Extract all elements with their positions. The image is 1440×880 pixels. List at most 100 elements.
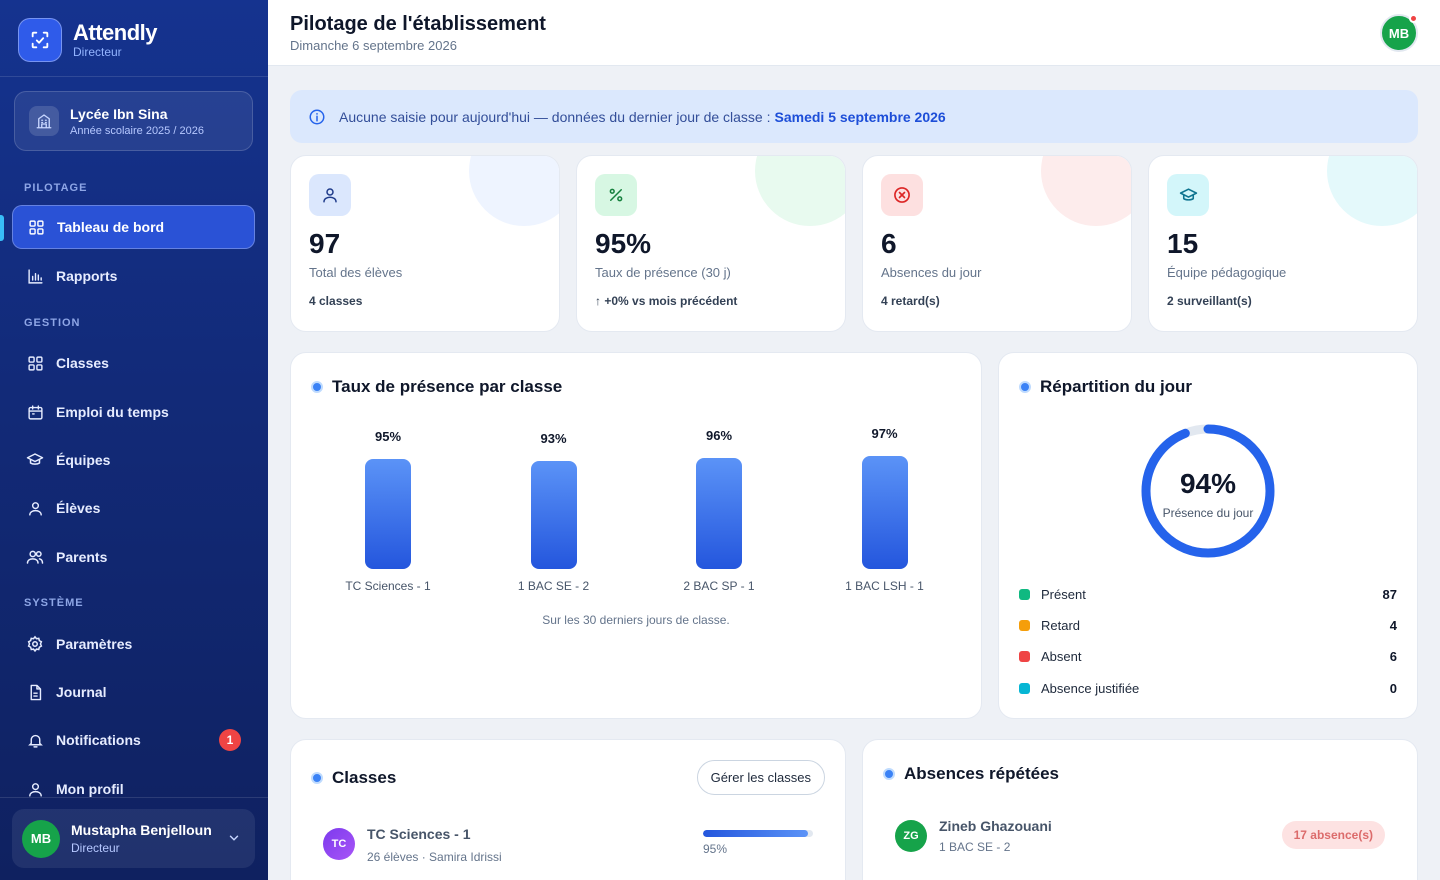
percent-icon [595, 174, 637, 216]
card-decoration [755, 156, 845, 226]
stat-subtext: 2 surveillant(s) [1167, 294, 1252, 308]
graduation-cap-icon [26, 451, 44, 469]
sidebar-item-label: Mon profil [56, 781, 124, 797]
bar-category-label: TC Sciences - 1 [345, 579, 431, 593]
stat-value: 95% [595, 228, 652, 259]
sidebar-item-parametres[interactable]: Paramètres [12, 622, 255, 666]
bell-icon [26, 731, 44, 749]
donut-arc [1141, 424, 1275, 558]
user-icon [26, 499, 44, 517]
info-icon [308, 108, 326, 126]
sidebar-item-label: Tableau de bord [57, 219, 165, 235]
legend-label: Absent [1041, 648, 1082, 664]
legend-value: 6 [1389, 648, 1397, 664]
classes-title: Classes [332, 768, 397, 787]
legend-swatch [1019, 682, 1030, 694]
title-dot [1019, 381, 1031, 393]
sidebar: Attendly Directeur Lycée Ibn Sina Année … [0, 0, 268, 880]
card-title: Répartition du jour [1019, 377, 1192, 397]
stat-card-equipe[interactable]: 15 Équipe pédagogique 2 surveillant(s) [1148, 155, 1418, 332]
legend-label: Retard [1041, 617, 1081, 633]
sidebar-item-label: Parents [56, 549, 108, 565]
bar[interactable] [530, 461, 577, 569]
bar-category-label: 1 BAC SE - 2 [517, 579, 590, 593]
chevron-down-icon [227, 831, 241, 850]
page-title: Pilotage de l'établissement [290, 13, 546, 35]
sidebar-item-eleves[interactable]: Élèves [12, 486, 255, 530]
school-card[interactable]: Lycée Ibn Sina Année scolaire 2025 / 202… [14, 91, 253, 151]
sidebar-item-notifications[interactable]: Notifications 1 [12, 718, 255, 762]
grid-icon [27, 218, 45, 236]
stat-subtext: 4 classes [309, 294, 363, 308]
stat-card-eleves[interactable]: 97 Total des élèves 4 classes [290, 155, 560, 332]
info-banner-text: Aucune saisie pour aujourd'hui — données… [339, 108, 771, 125]
sidebar-divider [0, 76, 268, 77]
title-dot [883, 768, 895, 780]
legend-value: 87 [1382, 586, 1397, 602]
stat-value: 6 [881, 228, 897, 259]
sidebar-item-parents[interactable]: Parents [12, 535, 255, 579]
bar[interactable] [861, 456, 908, 569]
legend-swatch [1019, 588, 1030, 600]
presence-chart-title: Taux de présence par classe [332, 377, 563, 396]
sidebar-item-label: Classes [56, 355, 109, 371]
bar-value-label: 95% [374, 428, 402, 444]
stat-card-absences[interactable]: 6 Absences du jour 4 retard(s) [862, 155, 1132, 332]
sidebar-item-label: Rapports [56, 268, 118, 284]
legend-row: Absence justifiée 0 [1019, 678, 1397, 698]
repartition-card: Répartition du jour 94% Présence du jour… [998, 352, 1418, 719]
stat-subtext: ↑ +0% vs mois précédent [595, 294, 738, 308]
user-icon [26, 780, 44, 798]
stat-label: Total des élèves [309, 265, 403, 280]
brand[interactable]: Attendly Directeur [18, 18, 158, 62]
bar-category-label: 2 BAC SP - 1 [683, 579, 755, 593]
info-banner-date: Samedi 5 septembre 2026 [774, 108, 946, 125]
card-title: Classes [311, 768, 396, 788]
sidebar-item-rapports[interactable]: Rapports [12, 254, 255, 298]
legend-row: Absent 6 [1019, 646, 1397, 666]
bar[interactable] [365, 458, 411, 569]
card-decoration [1327, 156, 1417, 226]
bar-category-label: 1 BAC LSH - 1 [845, 579, 924, 593]
bar-value-label: 97% [871, 426, 898, 442]
graduation-cap-icon [1167, 174, 1209, 216]
title-dot [311, 772, 323, 784]
notification-badge: 1 [219, 729, 241, 751]
user-name: Mustapha Benjelloun [71, 822, 212, 838]
sidebar-item-label: Emploi du temps [56, 404, 169, 420]
section-systeme: SYSTÈME [24, 597, 84, 609]
x-circle-icon [881, 174, 923, 216]
student-avatar: ZG [895, 820, 927, 852]
sidebar-item-equipes[interactable]: Équipes [12, 438, 255, 482]
brand-role: Directeur [73, 44, 122, 59]
presence-donut [1141, 424, 1275, 558]
sidebar-item-classes[interactable]: Classes [12, 341, 255, 385]
manage-classes-button[interactable]: Gérer les classes [696, 760, 825, 795]
stat-card-presence[interactable]: 95% Taux de présence (30 j) ↑ +0% vs moi… [576, 155, 846, 332]
building-icon [29, 106, 59, 136]
user-role: Directeur [71, 841, 120, 855]
user-menu[interactable]: MB Mustapha Benjelloun Directeur [12, 809, 255, 868]
sidebar-item-emploi-du-temps[interactable]: Emploi du temps [12, 390, 255, 434]
section-gestion: GESTION [24, 317, 81, 329]
sidebar-item-journal[interactable]: Journal [12, 670, 255, 714]
legend-row: Retard 4 [1019, 615, 1397, 635]
card-decoration [1041, 156, 1131, 226]
info-banner: Aucune saisie pour aujourd'hui — données… [290, 90, 1418, 143]
card-decoration [469, 156, 559, 226]
school-name: Lycée Ibn Sina [70, 105, 168, 122]
absences-card: Absences répétées ZG Zineb Ghazouani 1 B… [862, 739, 1418, 880]
bar[interactable] [696, 457, 742, 569]
user-icon [309, 174, 351, 216]
class-meta: 26 élèves · Samira Idrissi [367, 850, 502, 864]
sidebar-divider [0, 797, 268, 798]
stat-label: Équipe pédagogique [1167, 265, 1287, 280]
sidebar-item-label: Notifications [56, 732, 141, 748]
student-class: 1 BAC SE - 2 [939, 840, 1011, 854]
sidebar-item-mon-profil[interactable]: Mon profil [12, 767, 255, 811]
sidebar-item-tableau-de-bord[interactable]: Tableau de bord [12, 205, 255, 249]
legend-swatch [1019, 650, 1030, 662]
legend-value: 0 [1389, 680, 1397, 696]
sidebar-item-label: Journal [56, 684, 107, 700]
users-icon [26, 548, 44, 566]
